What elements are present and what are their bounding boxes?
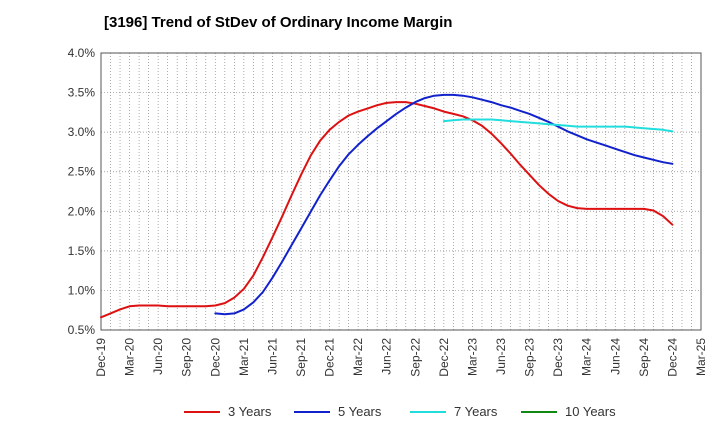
x-tick-label: Dec-21 [323, 338, 337, 377]
x-tick-label: Mar-23 [465, 338, 479, 376]
x-tick-label: Dec-22 [437, 338, 451, 377]
y-tick-label: 2.5% [68, 165, 96, 179]
legend-label-3-years: 3 Years [228, 404, 272, 419]
series-line-3-years [100, 101, 674, 319]
x-tick-label: Jun-23 [494, 338, 508, 375]
y-tick-label: 4.0% [68, 46, 96, 60]
x-tick-label: Dec-23 [551, 338, 565, 377]
x-tick-label: Dec-24 [665, 338, 679, 377]
legend-swatch-10-years [521, 410, 557, 413]
y-tick-label: 2.0% [68, 204, 96, 218]
y-tick-label: 0.5% [68, 323, 96, 337]
y-tick-label: 1.5% [68, 244, 96, 258]
legend-swatch-3-years [184, 410, 220, 413]
x-tick-label: Mar-24 [580, 338, 594, 376]
x-tick-label: Jun-24 [608, 338, 622, 375]
legend-item-10-years: 10 Years [521, 404, 616, 419]
x-tick-label: Sep-20 [180, 338, 194, 377]
legend-item-3-years: 3 Years [184, 404, 271, 419]
x-tick-label: Sep-24 [637, 338, 651, 377]
y-tick-label: 3.5% [68, 86, 96, 100]
grid-lines [101, 53, 701, 330]
x-tick-label: Mar-20 [123, 338, 137, 376]
series-lines [100, 93, 674, 319]
legend-swatch-7-years [410, 410, 446, 413]
plot-frame [100, 52, 702, 331]
x-tick-label: Jun-20 [151, 338, 165, 375]
legend: 3 Years 5 Years 7 Years 10 Years [0, 404, 720, 426]
x-tick-label: Dec-19 [94, 338, 108, 377]
x-tick-label: Sep-23 [523, 338, 537, 377]
x-tick-label: Sep-22 [408, 338, 422, 377]
legend-item-5-years: 5 Years [294, 404, 381, 419]
y-tick-label: 1.0% [68, 283, 96, 297]
x-axis-ticks: Dec-19 Mar-20 Jun-20 Sep-20 Dec-20 Mar-21 Jun-… [94, 338, 708, 377]
series-line-7-years [442, 118, 674, 133]
y-axis-ticks: 0.5% 1.0% 1.5% 2.0% 2.5% 3.0% 3.5% 4.0% [68, 46, 96, 337]
x-tick-label: Dec-20 [208, 338, 222, 377]
x-tick-label: Mar-25 [694, 338, 708, 376]
legend-item-7-years: 7 Years [410, 404, 497, 419]
x-tick-label: Jun-21 [265, 338, 279, 375]
x-tick-label: Jun-22 [380, 338, 394, 375]
legend-label-10-years: 10 Years [565, 404, 616, 419]
series-line-5-years [214, 93, 674, 316]
y-tick-label: 3.0% [68, 125, 96, 139]
legend-label-7-years: 7 Years [454, 404, 498, 419]
legend-label-5-years: 5 Years [338, 404, 382, 419]
chart-title: [3196] Trend of StDev of Ordinary Income… [104, 14, 453, 31]
legend-swatch-5-years [294, 410, 330, 413]
x-tick-label: Sep-21 [294, 338, 308, 377]
x-tick-label: Mar-22 [351, 338, 365, 376]
x-tick-label: Mar-21 [237, 338, 251, 376]
